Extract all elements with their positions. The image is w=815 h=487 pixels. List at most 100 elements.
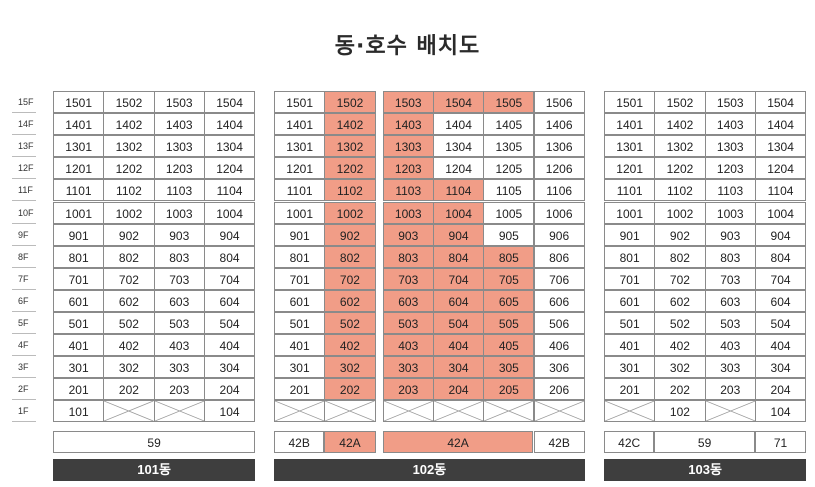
unit-cell[interactable]: 203 (153, 378, 205, 401)
unit-cell[interactable]: 1302 (103, 135, 155, 158)
unit-cell[interactable]: 1504 (203, 91, 256, 113)
unit-cell[interactable]: 1401 (274, 113, 326, 136)
unit-cell[interactable]: 1404 (754, 113, 807, 136)
unit-cell[interactable]: 504 (203, 312, 256, 334)
unit-cell[interactable]: 504 (432, 312, 485, 334)
unit-cell[interactable]: 904 (203, 223, 256, 246)
unit-cell[interactable]: 304 (754, 356, 807, 379)
unit-cell[interactable]: 402 (654, 334, 706, 357)
unit-cell[interactable]: 202 (324, 378, 376, 401)
unit-cell[interactable]: 1201 (53, 157, 105, 180)
unit-cell[interactable]: 301 (604, 356, 656, 379)
unit-cell[interactable]: 204 (203, 378, 256, 401)
unit-cell[interactable]: 1501 (604, 91, 656, 113)
unit-cell[interactable]: 206 (533, 378, 585, 401)
unit-cell[interactable]: 1003 (704, 201, 756, 224)
unit-cell[interactable]: 1206 (533, 157, 585, 180)
unit-cell[interactable]: 1401 (53, 113, 105, 136)
unit-cell[interactable]: 1202 (654, 157, 706, 180)
unit-cell[interactable]: 502 (654, 312, 706, 334)
unit-cell[interactable]: 303 (704, 356, 756, 379)
unit-cell[interactable]: 906 (533, 223, 585, 246)
unit-cell[interactable]: 1101 (604, 179, 656, 202)
unit-cell[interactable]: 603 (704, 289, 756, 312)
unit-cell[interactable]: 1503 (153, 91, 205, 113)
unit-cell[interactable]: 1001 (53, 201, 105, 224)
unit-cell[interactable]: 302 (103, 356, 155, 379)
unit-cell[interactable]: 902 (654, 223, 706, 246)
unit-cell[interactable]: 1303 (153, 135, 205, 158)
unit-cell[interactable]: 1104 (754, 179, 807, 202)
unit-cell[interactable]: 503 (704, 312, 756, 334)
unit-cell[interactable]: 1105 (483, 179, 535, 202)
unit-cell[interactable]: 1401 (604, 113, 656, 136)
unit-cell[interactable]: 404 (203, 334, 256, 357)
unit-cell[interactable]: 1403 (382, 113, 434, 136)
unit-cell[interactable]: 1002 (324, 201, 376, 224)
unit-cell[interactable]: 1303 (704, 135, 756, 158)
unit-cell[interactable]: 406 (533, 334, 585, 357)
unit-cell[interactable]: 306 (533, 356, 585, 379)
unit-cell[interactable]: 704 (203, 267, 256, 290)
unit-cell[interactable]: 101 (53, 400, 105, 423)
unit-cell[interactable]: 1102 (654, 179, 706, 202)
unit-cell[interactable]: 305 (483, 356, 535, 379)
unit-cell[interactable]: 704 (432, 267, 485, 290)
unit-cell[interactable]: 803 (704, 245, 756, 268)
unit-cell[interactable]: 1204 (203, 157, 256, 180)
unit-cell[interactable]: 102 (654, 400, 706, 423)
unit-cell[interactable]: 1501 (274, 91, 326, 113)
unit-cell[interactable]: 1202 (103, 157, 155, 180)
unit-cell[interactable]: 1302 (654, 135, 706, 158)
unit-cell[interactable]: 1001 (274, 201, 326, 224)
unit-cell[interactable]: 1201 (274, 157, 326, 180)
unit-cell[interactable]: 1005 (483, 201, 535, 224)
unit-cell[interactable]: 302 (324, 356, 376, 379)
unit-cell[interactable]: 903 (704, 223, 756, 246)
unit-cell[interactable]: 1003 (382, 201, 434, 224)
unit-cell[interactable]: 1503 (704, 91, 756, 113)
unit-cell[interactable]: 104 (203, 400, 256, 423)
unit-cell[interactable]: 1201 (604, 157, 656, 180)
unit-cell[interactable]: 404 (754, 334, 807, 357)
unit-cell[interactable]: 203 (704, 378, 756, 401)
unit-cell[interactable]: 605 (483, 289, 535, 312)
unit-cell[interactable]: 502 (103, 312, 155, 334)
unit-cell[interactable]: 1103 (153, 179, 205, 202)
unit-cell[interactable]: 404 (432, 334, 485, 357)
unit-cell[interactable]: 1103 (704, 179, 756, 202)
unit-cell[interactable]: 1006 (533, 201, 585, 224)
unit-cell[interactable]: 602 (103, 289, 155, 312)
unit-cell[interactable]: 805 (483, 245, 535, 268)
unit-cell[interactable]: 1502 (654, 91, 706, 113)
unit-cell[interactable]: 1502 (103, 91, 155, 113)
unit-cell[interactable]: 804 (754, 245, 807, 268)
unit-cell[interactable]: 1102 (324, 179, 376, 202)
unit-cell[interactable]: 804 (203, 245, 256, 268)
unit-cell[interactable]: 901 (274, 223, 326, 246)
unit-cell[interactable]: 1405 (483, 113, 535, 136)
unit-cell[interactable]: 1002 (654, 201, 706, 224)
unit-cell[interactable]: 304 (432, 356, 485, 379)
unit-cell[interactable]: 1104 (203, 179, 256, 202)
unit-cell[interactable]: 501 (274, 312, 326, 334)
unit-cell[interactable]: 705 (483, 267, 535, 290)
unit-cell[interactable]: 1403 (704, 113, 756, 136)
unit-cell[interactable]: 1205 (483, 157, 535, 180)
unit-cell[interactable]: 1302 (324, 135, 376, 158)
unit-cell[interactable]: 1301 (53, 135, 105, 158)
unit-cell[interactable]: 802 (324, 245, 376, 268)
unit-cell[interactable]: 803 (153, 245, 205, 268)
unit-cell[interactable]: 903 (153, 223, 205, 246)
unit-cell[interactable]: 604 (432, 289, 485, 312)
unit-cell[interactable]: 604 (754, 289, 807, 312)
unit-cell[interactable]: 204 (754, 378, 807, 401)
unit-cell[interactable]: 1004 (754, 201, 807, 224)
unit-cell[interactable]: 806 (533, 245, 585, 268)
unit-cell[interactable]: 701 (274, 267, 326, 290)
unit-cell[interactable]: 1502 (324, 91, 376, 113)
unit-cell[interactable]: 1505 (483, 91, 535, 113)
unit-cell[interactable]: 1004 (432, 201, 485, 224)
unit-cell[interactable]: 601 (604, 289, 656, 312)
unit-cell[interactable]: 702 (103, 267, 155, 290)
